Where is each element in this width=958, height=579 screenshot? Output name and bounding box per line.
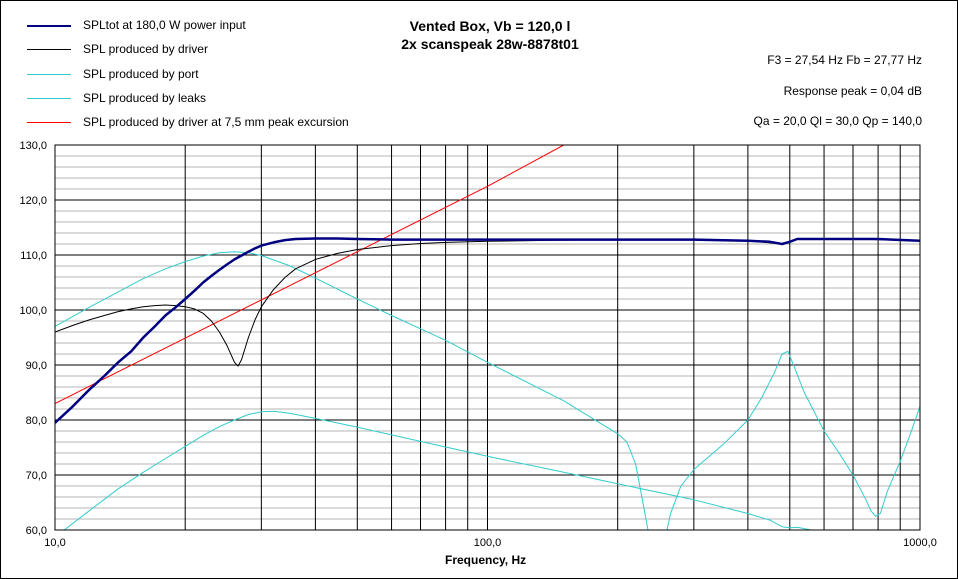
series-line-3 — [63, 410, 818, 530]
legend-swatch — [27, 25, 71, 27]
legend-label: SPL produced by driver — [83, 42, 208, 56]
x-tick-label: 10,0 — [44, 537, 65, 549]
legend-swatch — [27, 122, 71, 123]
x-tick-label: 100,0 — [474, 537, 502, 549]
legend-swatch — [27, 74, 71, 75]
y-tick-label: 60,0 — [26, 525, 47, 537]
series-line-5 — [666, 350, 920, 530]
x-tick-label: 1000,0 — [903, 537, 937, 549]
chart-title: Vented Box, Vb = 120,0 l — [409, 18, 571, 34]
y-tick-label: 90,0 — [26, 360, 47, 372]
legend-label: SPL produced by driver at 7,5 mm peak ex… — [83, 115, 349, 129]
info-f3-fb: F3 = 27,54 Hz Fb = 27,77 Hz — [767, 53, 922, 67]
series-line-0 — [55, 237, 920, 424]
x-axis-title: Frequency, Hz — [445, 553, 527, 567]
legend-swatch — [27, 98, 71, 99]
series-line-2 — [55, 251, 649, 530]
legend-swatch — [27, 49, 71, 50]
series-line-4 — [55, 145, 564, 404]
info-response-peak: Response peak = 0,04 dB — [783, 84, 922, 98]
y-tick-label: 100,0 — [19, 305, 47, 317]
legend-label: SPL produced by port — [83, 67, 199, 81]
legend-label: SPLtot at 180,0 W power input — [83, 18, 246, 32]
info-q-values: Qa = 20,0 Ql = 30,0 Qp = 140,0 — [753, 114, 922, 128]
y-tick-label: 120,0 — [19, 195, 47, 207]
plot-border — [54, 144, 921, 531]
legend-label: SPL produced by leaks — [83, 91, 206, 105]
y-tick-label: 70,0 — [26, 470, 47, 482]
chart-subtitle: 2x scanspeak 28w-8878t01 — [401, 36, 579, 52]
y-tick-label: 130,0 — [19, 140, 47, 152]
y-tick-label: 80,0 — [26, 415, 47, 427]
y-tick-label: 110,0 — [20, 250, 47, 262]
